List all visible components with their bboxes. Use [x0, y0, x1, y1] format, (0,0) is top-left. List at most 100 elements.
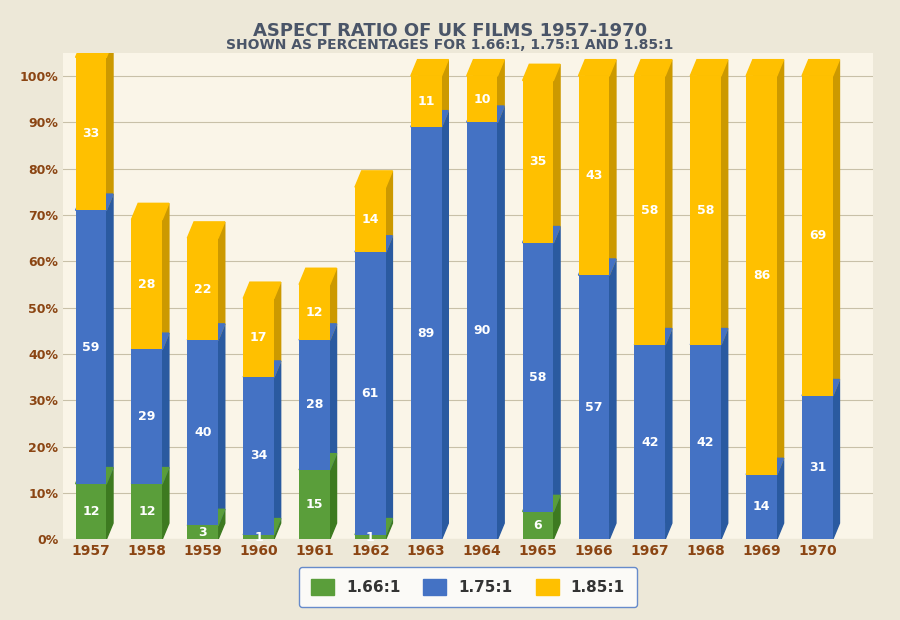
Polygon shape — [746, 458, 784, 474]
Polygon shape — [498, 106, 504, 539]
Polygon shape — [218, 324, 225, 526]
Bar — [355, 252, 386, 535]
Polygon shape — [106, 41, 113, 210]
Text: 89: 89 — [418, 327, 435, 340]
Bar — [579, 76, 609, 275]
Bar — [243, 535, 274, 539]
Bar — [418, 60, 448, 110]
Bar — [473, 60, 504, 106]
Polygon shape — [634, 60, 671, 76]
Polygon shape — [329, 324, 337, 470]
Bar — [467, 122, 498, 539]
Bar — [523, 81, 554, 243]
Bar — [131, 349, 162, 484]
Bar — [194, 509, 225, 523]
Bar — [529, 64, 560, 226]
Bar — [362, 518, 392, 523]
Polygon shape — [579, 60, 616, 76]
Text: 58: 58 — [641, 204, 659, 217]
Bar — [802, 396, 832, 539]
Text: 42: 42 — [697, 436, 715, 448]
Text: 59: 59 — [82, 340, 100, 353]
Text: ASPECT RATIO OF UK FILMS 1957-1970: ASPECT RATIO OF UK FILMS 1957-1970 — [253, 22, 647, 40]
Polygon shape — [131, 203, 169, 219]
Bar — [131, 219, 162, 349]
Polygon shape — [721, 329, 728, 539]
Bar — [641, 60, 671, 329]
Bar — [467, 76, 498, 122]
Bar — [131, 484, 162, 539]
Polygon shape — [832, 60, 840, 396]
Text: 90: 90 — [473, 324, 491, 337]
Polygon shape — [218, 222, 225, 340]
Text: 31: 31 — [809, 461, 826, 474]
Text: 40: 40 — [194, 427, 212, 440]
Bar — [634, 76, 665, 345]
Bar — [194, 324, 225, 509]
Text: 58: 58 — [697, 204, 715, 217]
Bar — [418, 110, 448, 523]
Text: 29: 29 — [138, 410, 156, 423]
Polygon shape — [299, 324, 337, 340]
Bar — [139, 467, 169, 523]
Bar — [753, 60, 784, 458]
Text: 57: 57 — [585, 401, 603, 414]
Bar — [355, 187, 386, 252]
Bar — [82, 467, 113, 523]
Text: 42: 42 — [641, 436, 659, 448]
Polygon shape — [76, 194, 113, 210]
Polygon shape — [690, 329, 728, 345]
Polygon shape — [386, 171, 392, 252]
Polygon shape — [187, 509, 225, 526]
Polygon shape — [299, 268, 337, 285]
Polygon shape — [131, 333, 169, 349]
Polygon shape — [76, 467, 113, 484]
Bar — [306, 268, 337, 324]
Polygon shape — [299, 454, 337, 470]
Text: 6: 6 — [534, 519, 543, 532]
Text: 11: 11 — [418, 95, 435, 108]
Bar — [187, 238, 218, 340]
Polygon shape — [634, 329, 671, 345]
Polygon shape — [162, 203, 169, 349]
Bar — [690, 76, 721, 345]
Polygon shape — [665, 329, 671, 539]
Bar — [523, 512, 554, 539]
Bar — [746, 474, 777, 539]
Text: 12: 12 — [138, 505, 156, 518]
Bar — [299, 285, 329, 340]
Bar — [76, 484, 106, 539]
Text: 12: 12 — [82, 505, 100, 518]
Polygon shape — [274, 361, 281, 535]
Bar — [250, 518, 281, 523]
Bar — [411, 127, 442, 539]
Polygon shape — [523, 226, 560, 243]
Bar — [585, 259, 616, 523]
Text: 58: 58 — [529, 371, 546, 384]
Polygon shape — [579, 259, 616, 275]
Bar — [82, 41, 113, 194]
Bar — [250, 361, 281, 518]
Text: 14: 14 — [752, 500, 770, 513]
Polygon shape — [218, 509, 225, 539]
Text: 3: 3 — [198, 526, 207, 539]
Polygon shape — [243, 361, 281, 377]
Bar — [187, 526, 218, 539]
Text: 34: 34 — [250, 450, 267, 463]
Text: 33: 33 — [82, 127, 100, 140]
Polygon shape — [746, 60, 784, 76]
Polygon shape — [442, 110, 448, 539]
Bar — [355, 535, 386, 539]
Polygon shape — [467, 106, 504, 122]
Bar — [243, 377, 274, 535]
Bar — [82, 194, 113, 467]
Text: 28: 28 — [306, 399, 323, 412]
Bar — [697, 60, 728, 329]
Polygon shape — [106, 467, 113, 539]
Text: 1: 1 — [254, 531, 263, 544]
Polygon shape — [554, 226, 560, 512]
Polygon shape — [329, 454, 337, 539]
Bar — [634, 345, 665, 539]
Text: 69: 69 — [809, 229, 826, 242]
Bar — [243, 298, 274, 377]
